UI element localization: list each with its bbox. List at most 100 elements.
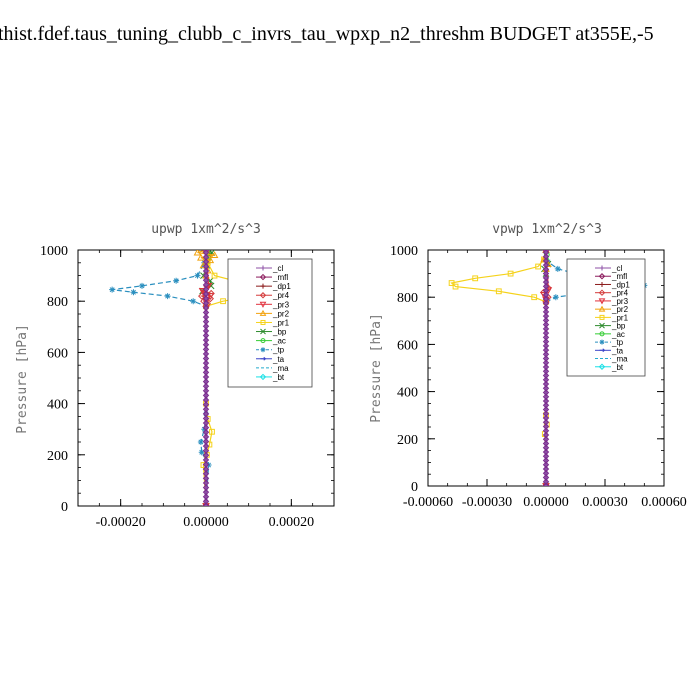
data-point (495, 288, 502, 295)
chart-title: vpwp 1xm^2/s^3 (492, 222, 602, 237)
x-tick-label: 0.00030 (582, 495, 628, 510)
legend-item: _tp (595, 338, 624, 347)
series-core-markers (542, 250, 550, 486)
data-point (164, 293, 171, 300)
y-tick-label: 600 (47, 346, 68, 361)
legend-item: _pr2 (256, 309, 290, 318)
legend-label: _pr4 (611, 289, 629, 298)
legend-item: _pr4 (595, 289, 629, 298)
legend-label: _pr2 (611, 305, 629, 314)
chart-panel-upwp: upwp 1xm^2/s^3 Pressure [hPa] -0.00020 0.… (15, 222, 335, 530)
chart-panel-vpwp: vpwp 1xm^2/s^3 Pressure [hPa] -0.00060 -0… (369, 222, 687, 510)
legend-item: _ta (256, 355, 285, 364)
y-tick-label: 400 (397, 386, 418, 401)
series-line (112, 250, 210, 506)
legend-label: _dp1 (611, 280, 630, 289)
y-tick-label: 800 (47, 295, 68, 310)
legend-label: _mfl (611, 272, 627, 281)
legend-box (227, 258, 313, 388)
data-point (130, 289, 137, 296)
legend-item: _mfl (595, 272, 627, 281)
data-point (173, 277, 180, 284)
data-point (211, 272, 218, 279)
data-point (552, 294, 559, 301)
y-tick-label: 0 (61, 500, 68, 515)
data-point (190, 298, 197, 305)
legend-item: _ta (595, 346, 624, 355)
data-point (452, 283, 459, 290)
legend-item: _dp1 (256, 282, 291, 291)
data-point (109, 286, 116, 293)
legend-label: _pr4 (272, 291, 290, 300)
plot-area (448, 250, 648, 486)
y-tick-label: 1000 (390, 244, 418, 259)
legend-label: _cl (611, 264, 622, 273)
data-point (448, 280, 455, 286)
legend-label: _pr3 (611, 297, 629, 306)
series-core-markers (202, 250, 210, 506)
data-point (201, 426, 208, 433)
y-tick-label: 1000 (40, 244, 68, 259)
legend-item: _pr1 (595, 313, 629, 322)
legend-item: _mfl (256, 273, 288, 282)
data-point (507, 270, 514, 277)
legend-item: _pr2 (595, 305, 629, 314)
legend-item: _bt (256, 373, 285, 382)
data-point (472, 275, 479, 282)
legend-label: _ta (611, 346, 624, 355)
y-tick-label: 400 (47, 398, 68, 413)
legend-item: _bp (256, 328, 287, 337)
data-point (197, 253, 205, 261)
data-point (209, 428, 215, 435)
legend-label: _pr2 (272, 309, 290, 318)
series-pr1 (448, 250, 550, 486)
legend-label: _bt (611, 363, 624, 372)
data-point (535, 263, 542, 270)
legend: _cl_mfl_dp1_pr4_pr3_pr2_pr1_bp_ac_tp_ta _… (566, 258, 646, 377)
data-point (206, 256, 215, 264)
x-tick-label: 0.00000 (523, 495, 569, 510)
x-tick-label: -0.00030 (462, 495, 512, 510)
data-point (203, 250, 209, 253)
y-axis-label: Pressure [hPa] (369, 313, 384, 423)
legend-item: _tp (256, 346, 285, 355)
legend-item: _ac (256, 337, 286, 346)
legend-label: _ac (611, 330, 625, 339)
legend-item: _pr3 (256, 300, 290, 309)
legend-label: _cl (272, 264, 283, 273)
legend-label: _mfl (272, 273, 288, 282)
data-point (198, 292, 206, 300)
x-tick-label: 0.00020 (269, 515, 315, 530)
series-tp (109, 250, 212, 506)
legend-item: _cl (595, 264, 622, 273)
data-point (198, 449, 205, 456)
data-point (210, 251, 219, 259)
legend-label: _pr1 (272, 318, 290, 327)
data-point (543, 250, 549, 253)
legend-label: _pr1 (611, 313, 629, 322)
legend-label: _ac (272, 337, 286, 346)
legend-item: _cl (256, 264, 283, 273)
legend-item: _ma (256, 364, 289, 373)
x-tick-label: -0.00020 (96, 515, 146, 530)
y-tick-label: 200 (47, 449, 68, 464)
legend-label: _ta (272, 355, 285, 364)
legend-label: _ma (272, 364, 289, 373)
legend-item: _pr3 (595, 297, 629, 306)
data-point (197, 439, 204, 445)
series-line (450, 250, 548, 486)
x-tick-label: -0.00060 (403, 495, 453, 510)
legend-item: _pr1 (256, 318, 290, 327)
legend-label: _bp (611, 322, 626, 331)
data-point (531, 294, 538, 301)
legend-item: _bt (595, 363, 624, 372)
legend-label: _dp1 (272, 282, 291, 291)
legend-label: _tp (611, 338, 624, 347)
legend-item: _dp1 (595, 280, 630, 289)
data-point (207, 289, 215, 298)
data-point (220, 298, 226, 305)
y-tick-label: 200 (397, 433, 418, 448)
y-axis-label: Pressure [hPa] (15, 324, 30, 434)
legend-label: _bp (272, 328, 287, 337)
